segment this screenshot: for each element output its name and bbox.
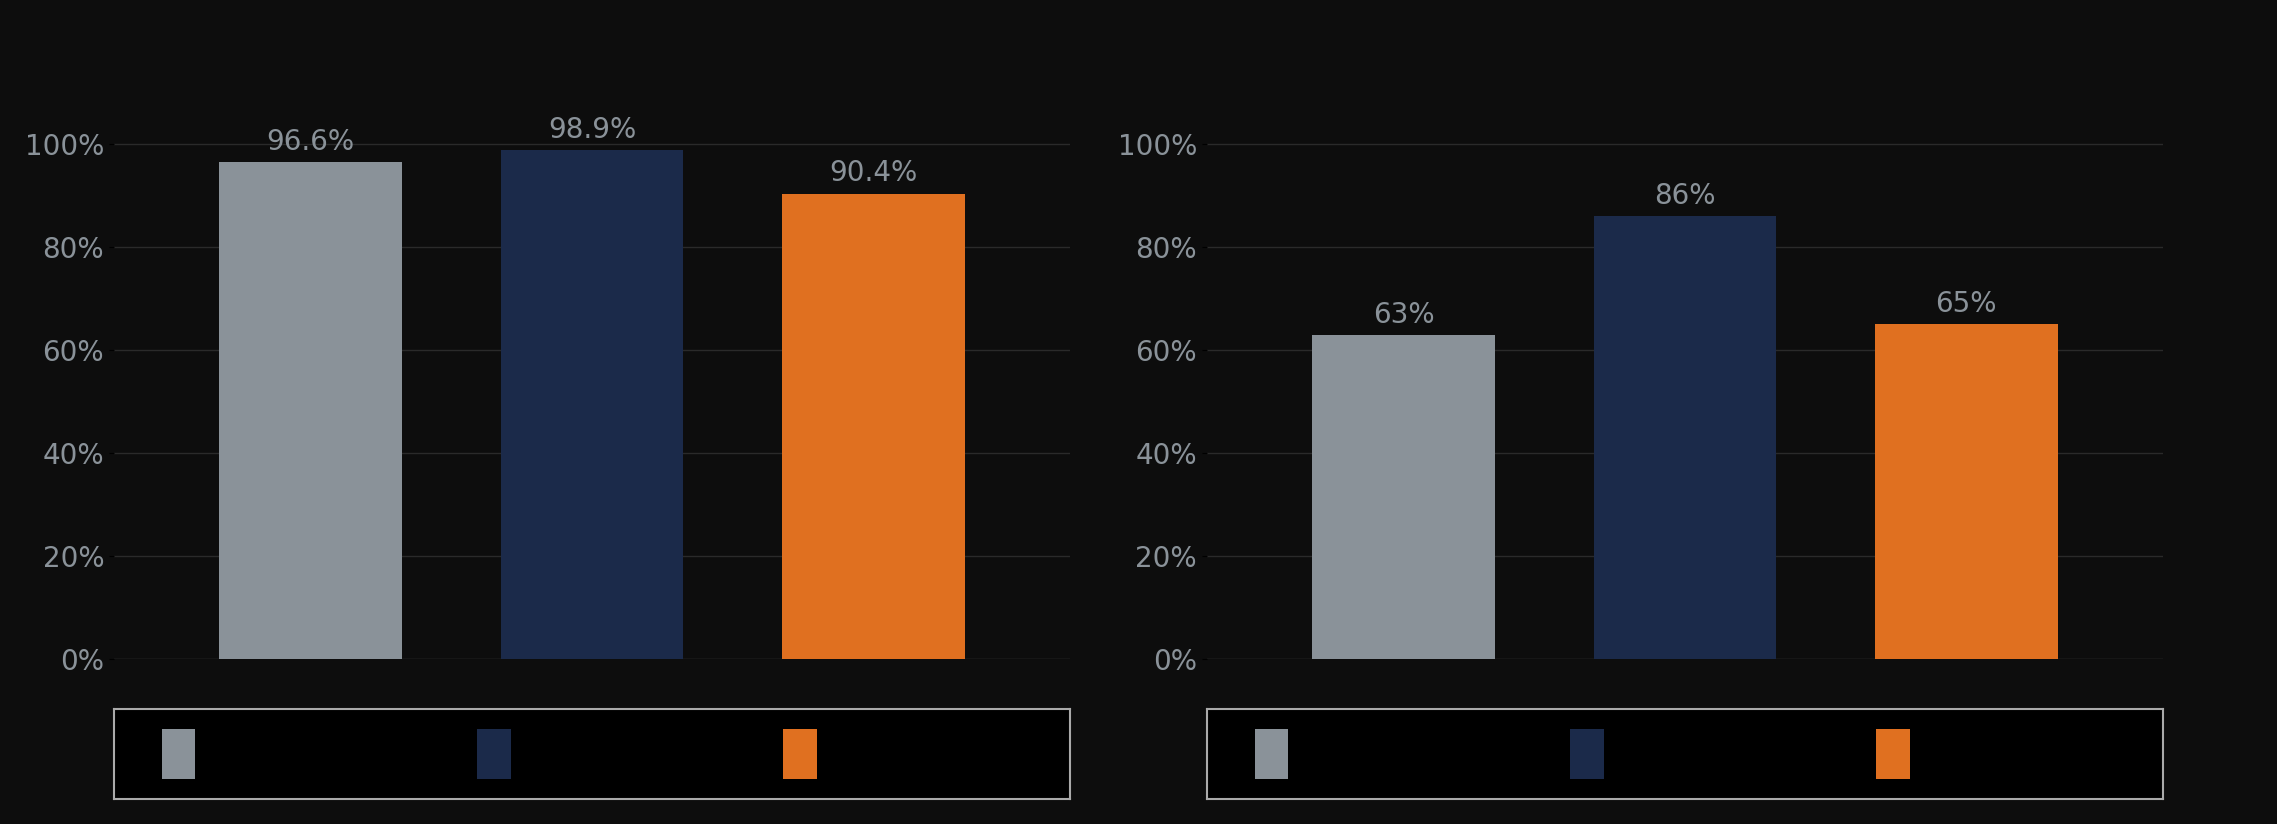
Text: 98.9%: 98.9% — [549, 115, 635, 143]
Bar — [1255, 729, 1289, 779]
Bar — [219, 162, 403, 659]
Text: 86%: 86% — [1653, 182, 1717, 210]
Bar — [1874, 325, 2058, 659]
Text: 65%: 65% — [1935, 290, 1997, 318]
Bar — [781, 194, 965, 659]
Bar — [162, 729, 196, 779]
Text: 63%: 63% — [1373, 301, 1435, 329]
Text: 96.6%: 96.6% — [266, 128, 355, 156]
Bar — [1594, 216, 1776, 659]
Text: 90.4%: 90.4% — [829, 160, 918, 188]
Bar — [501, 150, 683, 659]
Bar — [1571, 729, 1603, 779]
Bar — [1312, 335, 1496, 659]
Bar — [783, 729, 817, 779]
Bar — [1876, 729, 1910, 779]
Bar — [478, 729, 510, 779]
